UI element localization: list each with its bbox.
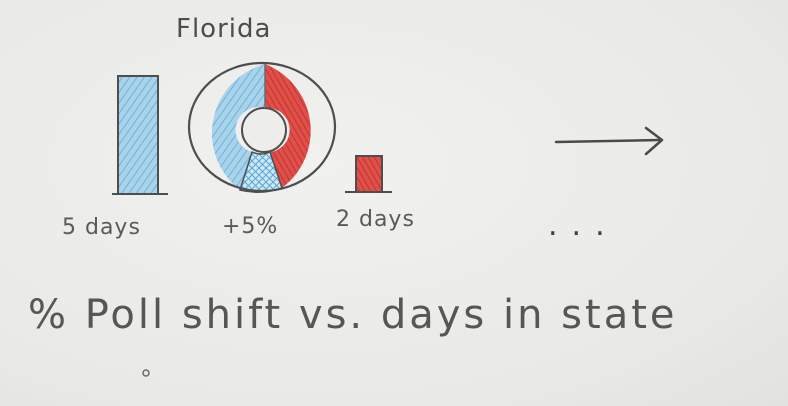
stray-dot xyxy=(142,369,150,377)
right-arrow-icon xyxy=(554,126,664,156)
donut-chart xyxy=(187,61,337,193)
ellipsis-mark: ... xyxy=(548,208,619,243)
left-bar-label: 5 days xyxy=(62,215,141,240)
sketch-caption: % Poll shift vs. days in state xyxy=(28,292,678,338)
left-bar xyxy=(112,75,168,195)
right-bar-label: 2 days xyxy=(336,207,415,232)
right-bar xyxy=(345,155,392,193)
chart-title: Florida xyxy=(176,14,272,44)
donut-label: +5% xyxy=(222,214,279,239)
